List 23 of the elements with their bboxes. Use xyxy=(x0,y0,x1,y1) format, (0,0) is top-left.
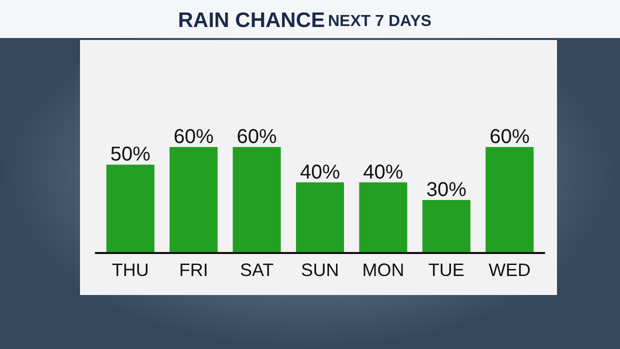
data-label: 40% xyxy=(300,161,340,184)
x-tick-label: SAT xyxy=(240,260,274,280)
bar xyxy=(422,200,470,253)
data-label: 60% xyxy=(174,126,214,148)
data-label: 30% xyxy=(426,179,467,201)
x-tick-label: WED xyxy=(488,260,531,280)
x-tick-label: THU xyxy=(112,260,149,280)
bar xyxy=(296,182,344,253)
bar xyxy=(106,164,154,253)
bar xyxy=(170,147,218,253)
bar xyxy=(486,147,534,253)
x-tick-label: TUE xyxy=(428,260,464,280)
data-label: 60% xyxy=(490,126,530,148)
chart-subtitle: NEXT 7 DAYS xyxy=(328,13,432,30)
data-label: 60% xyxy=(236,126,278,148)
x-tick-label: FRI xyxy=(179,260,208,280)
x-tick-label: MON xyxy=(362,260,404,280)
data-label: 50% xyxy=(110,144,151,166)
bar xyxy=(232,147,281,253)
chart-title: RAIN CHANCE xyxy=(178,9,325,32)
bar xyxy=(359,182,408,253)
data-label: 40% xyxy=(363,161,404,184)
x-tick-label: SUN xyxy=(300,260,340,280)
